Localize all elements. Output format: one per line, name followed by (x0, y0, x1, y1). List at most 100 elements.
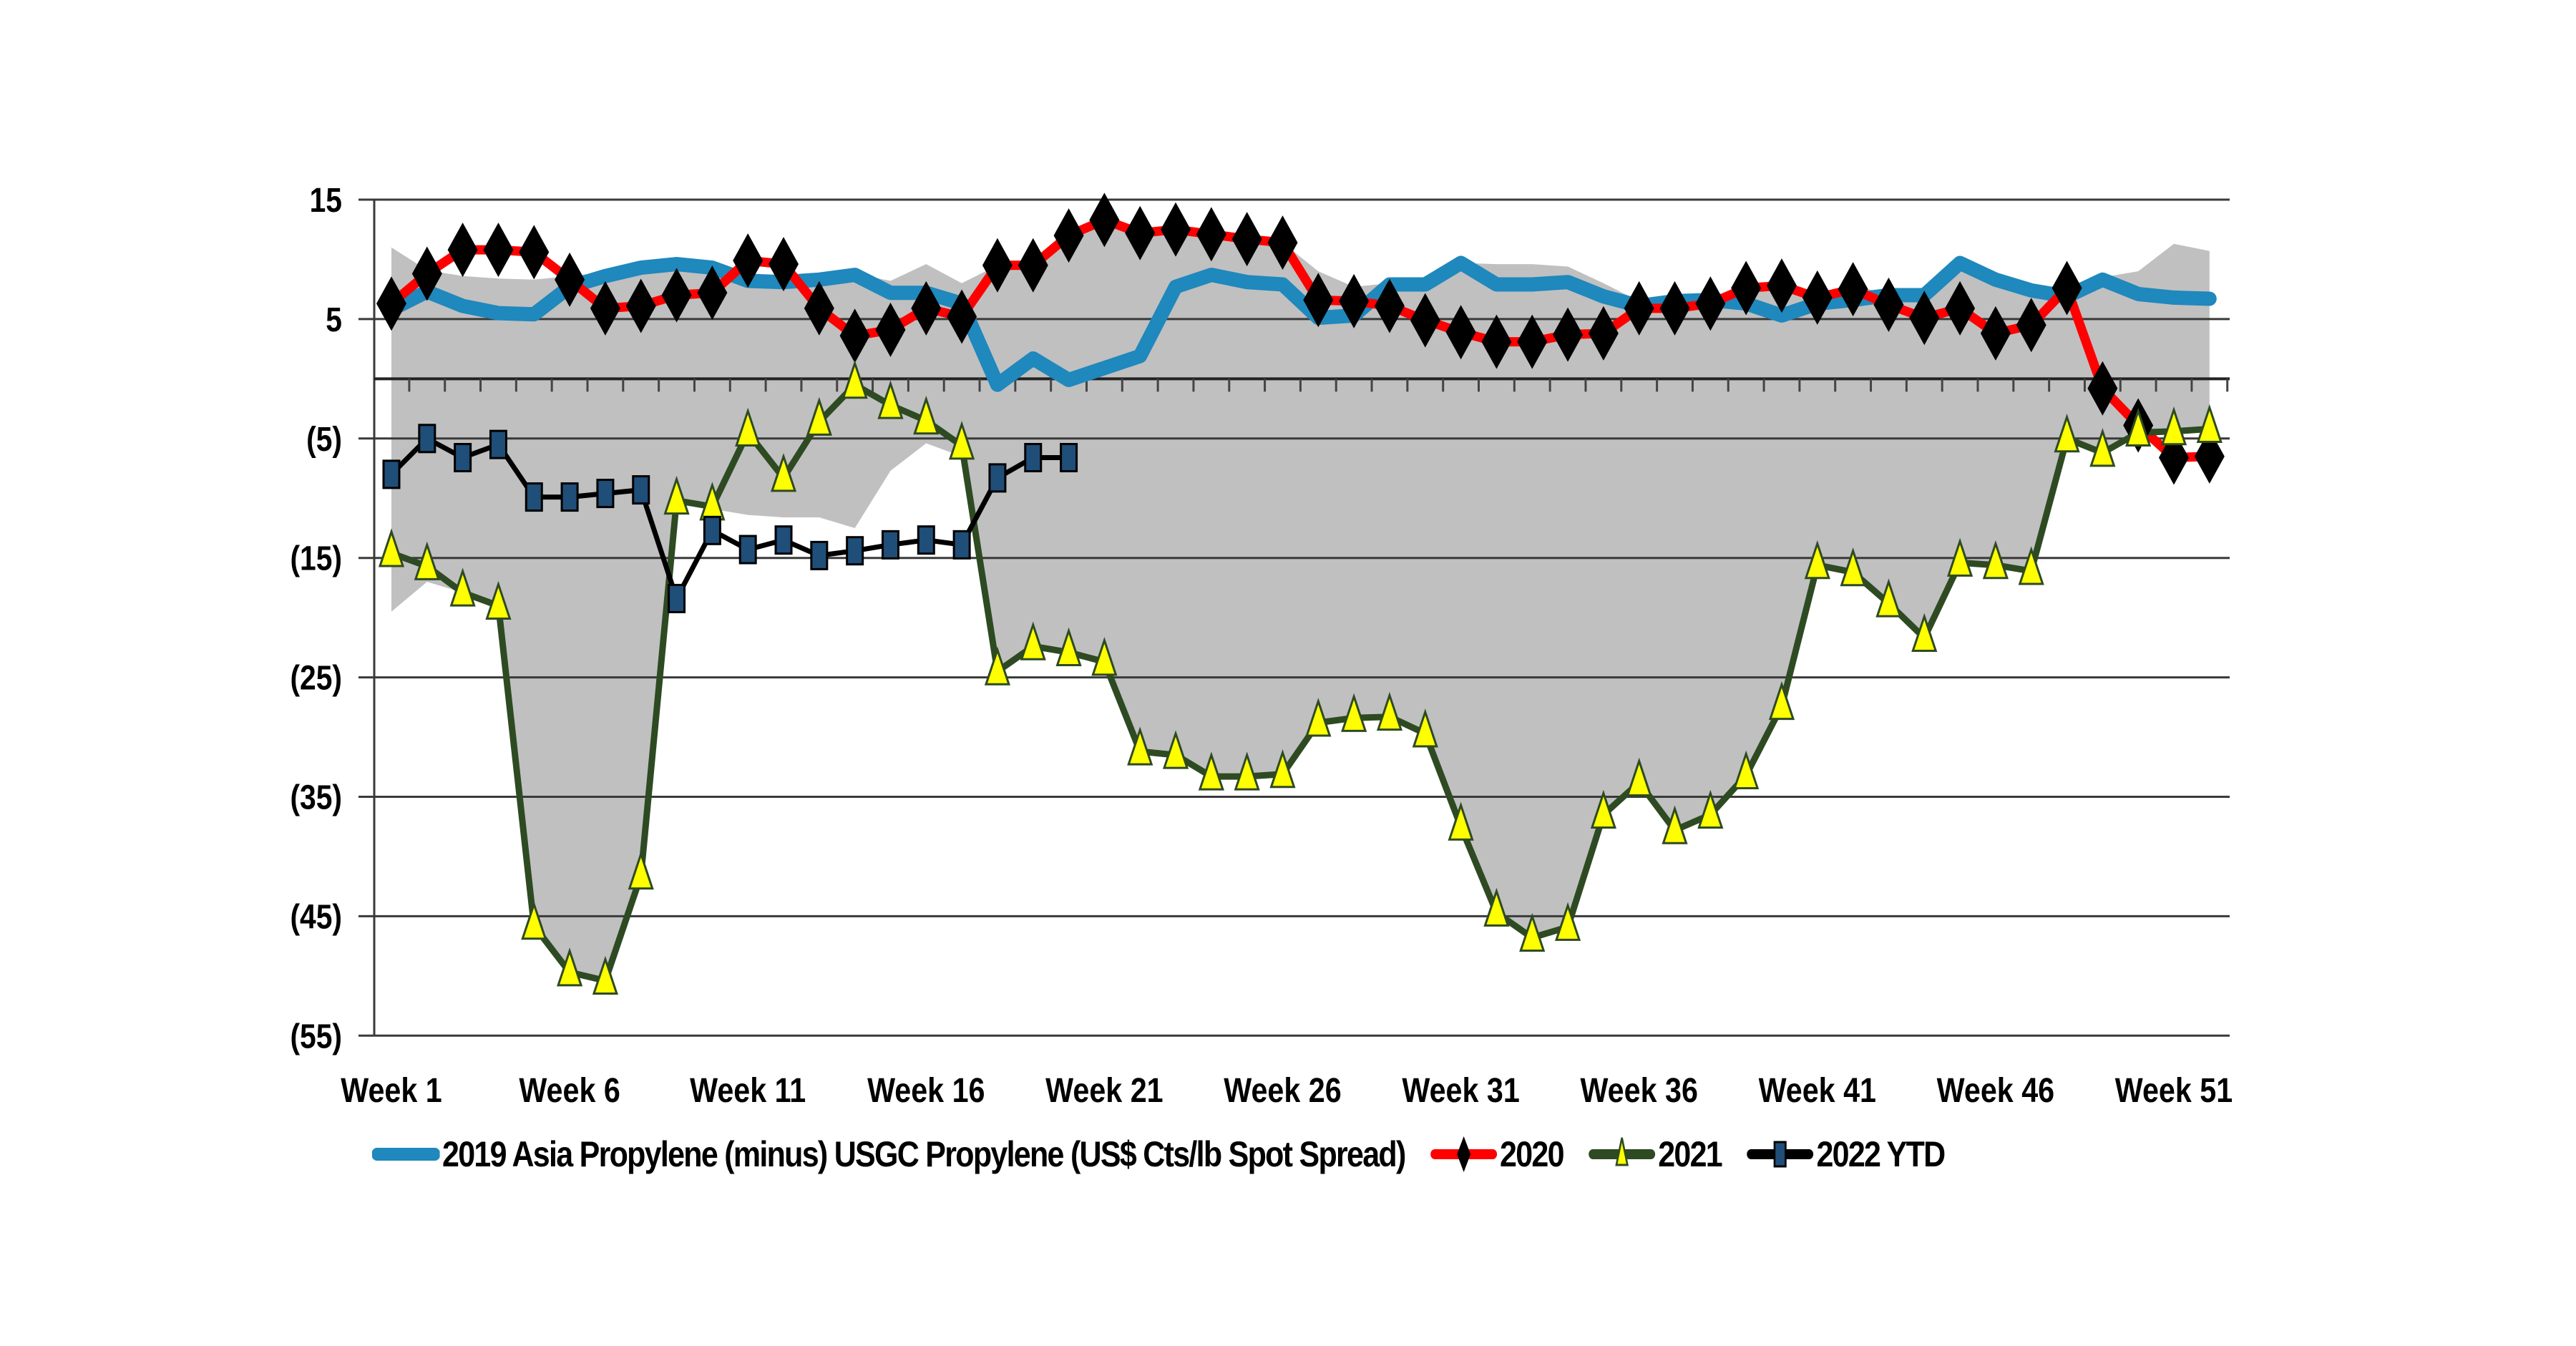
marker-2021-week-1 (378, 528, 405, 567)
marker-2021-week-32 (1483, 887, 1510, 927)
legend-square-2022-icon (1747, 1141, 1814, 1168)
x-tick-label: Week 1 (341, 1071, 441, 1110)
marker-2022-week-14 (846, 536, 864, 566)
x-axis-tick-labels: Week 1 Week 6 Week 11 Week 16 Week 21 Week 26… (341, 1071, 2233, 1110)
marker-2021-week-2 (414, 541, 440, 580)
marker-2021-week-19 (1020, 621, 1046, 660)
marker-2021-week-49 (2089, 428, 2116, 467)
marker-2022-week-17 (952, 530, 971, 560)
marker-2021-week-38 (1697, 789, 1724, 829)
x-tick-label: Week 46 (1937, 1071, 2054, 1110)
marker-2020-week-48 (2051, 260, 2082, 316)
marker-2021-week-42 (1840, 547, 1866, 587)
y-tick-label: (25) (290, 660, 342, 698)
marker-2022-week-13 (810, 540, 829, 570)
marker-2021-week-37 (1662, 805, 1688, 844)
y-tick-label: (35) (290, 779, 342, 816)
marker-2020-week-7 (590, 281, 620, 336)
series-line-2019 (384, 255, 2217, 392)
series-line-2020 (386, 215, 2215, 462)
marker-2020-week-40 (1766, 258, 1797, 313)
marker-2021-week-28 (1341, 693, 1367, 732)
marker-2021-week-47 (2018, 546, 2044, 585)
legend-triangle-2021-icon (1589, 1137, 1655, 1166)
y-tick-label: (45) (290, 898, 342, 936)
marker-2021-week-40 (1768, 681, 1795, 721)
marker-2020-week-47 (2016, 298, 2046, 353)
marker-2020-week-42 (1838, 262, 1868, 317)
marker-2021-week-41 (1804, 540, 1830, 580)
x-tick-label: Week 6 (519, 1071, 620, 1110)
marker-2020-week-6 (555, 252, 585, 307)
marker-2021-week-18 (984, 646, 1011, 686)
marker-2020-week-5 (519, 225, 550, 280)
marker-2021-week-34 (1554, 902, 1581, 941)
marker-2020-week-34 (1553, 307, 1584, 362)
marker-2020-week-24 (1196, 207, 1226, 262)
marker-2021-week-16 (913, 396, 940, 435)
markers-layer (376, 192, 2225, 995)
marker-2020-week-14 (839, 308, 870, 364)
marker-2021-week-13 (806, 396, 832, 436)
marker-2020-week-46 (1980, 306, 2011, 361)
x-tick-label: Week 41 (1759, 1071, 1876, 1110)
marker-2020-week-2 (411, 246, 442, 301)
y-tick-label: (15) (290, 540, 342, 578)
marker-2021-week-20 (1055, 627, 1082, 667)
legend-line-2019-icon (372, 1148, 440, 1161)
marker-2020-week-4 (483, 223, 514, 278)
marker-2020-week-19 (1018, 238, 1048, 293)
marker-2020-week-8 (625, 278, 656, 333)
marker-2020-week-32 (1481, 314, 1512, 369)
marker-2021-week-4 (485, 580, 512, 620)
marker-2021-week-26 (1269, 749, 1296, 789)
marker-2020-week-44 (1909, 291, 1940, 346)
legend-item-2021[interactable]: 2021 (1588, 1133, 1723, 1175)
marker-2021-week-3 (449, 567, 476, 607)
marker-2022-week-19 (1024, 443, 1043, 473)
marker-2021-week-35 (1590, 789, 1616, 829)
range-band-layer (391, 220, 2210, 981)
marker-2022-week-20 (1060, 443, 1078, 473)
marker-2022-week-11 (738, 535, 757, 565)
legend-item-2019[interactable]: 2019 Asia Propylene (minus) USGC Propyle… (372, 1133, 1406, 1175)
marker-2020-week-18 (982, 238, 1013, 293)
marker-2021-week-11 (735, 407, 761, 447)
marker-2020-week-49 (2087, 361, 2118, 416)
x-tick-label: Week 51 (2115, 1071, 2233, 1110)
marker-2020-week-1 (376, 276, 406, 331)
marker-2021-week-36 (1626, 757, 1652, 796)
marker-2020-week-29 (1374, 278, 1405, 333)
marker-2021-week-12 (770, 453, 797, 492)
legend-diamond-2020-icon (1430, 1136, 1497, 1172)
marker-2021-week-31 (1448, 801, 1474, 841)
y-axis-tick-labels: 15 5 (5) (15) (25) (35) (45) (55) (290, 182, 342, 1055)
marker-2020-week-33 (1517, 314, 1548, 369)
x-tick-label: Week 26 (1224, 1071, 1341, 1110)
marker-2020-week-31 (1445, 305, 1476, 360)
marker-2020-week-9 (661, 268, 692, 323)
marker-2022-week-2 (418, 424, 436, 454)
marker-2021-week-43 (1875, 578, 1902, 618)
marker-2020-week-12 (769, 237, 799, 292)
legend-item-2022[interactable]: 2022 YTD (1746, 1133, 1946, 1175)
marker-2022-week-15 (881, 530, 899, 560)
marker-2021-week-7 (592, 955, 619, 995)
marker-2020-week-28 (1339, 273, 1370, 328)
marker-2022-week-4 (489, 429, 507, 459)
marker-2020-week-38 (1695, 276, 1726, 331)
marker-2021-week-23 (1162, 730, 1189, 769)
marker-2020-week-21 (1089, 192, 1120, 248)
marker-2021-week-6 (557, 947, 583, 987)
x-tick-label: Week 11 (690, 1071, 806, 1110)
marker-2020-week-15 (875, 302, 906, 357)
marker-2020-week-13 (804, 281, 834, 336)
range-band-area (391, 220, 2210, 981)
marker-2021-week-21 (1091, 637, 1118, 676)
legend-item-2020[interactable]: 2020 (1430, 1133, 1565, 1175)
marker-2020-week-39 (1731, 260, 1762, 316)
marker-2021-week-17 (949, 421, 975, 460)
marker-2021-week-33 (1519, 912, 1546, 952)
legend-label-2022: 2022 YTD (1816, 1134, 1946, 1174)
